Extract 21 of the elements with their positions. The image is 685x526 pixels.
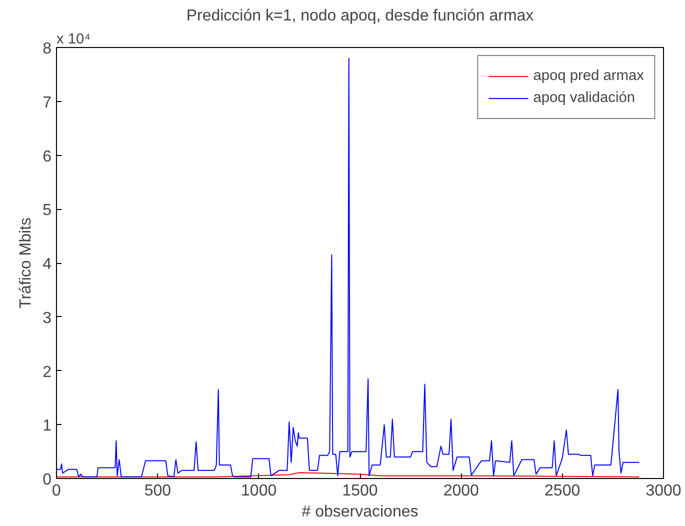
y-tick-label: 8	[42, 40, 52, 58]
y-tick-label: 2	[42, 364, 52, 381]
y-tick-label: 7	[42, 94, 52, 112]
x-axis-title: # observaciones	[302, 504, 418, 520]
y-tick-label: 5	[42, 202, 52, 220]
y-axis-title: Tráfico Mbits	[18, 218, 35, 308]
text: x 10⁴	[56, 32, 90, 48]
x-tick-label: 2000	[443, 482, 480, 500]
y-tick-label: 4	[42, 256, 52, 273]
x-tick-label: 1500	[342, 482, 378, 500]
y-tick-label: 6	[42, 148, 52, 166]
legend-label: apoq pred armax	[533, 68, 644, 84]
y-tick-label: 1	[42, 418, 52, 435]
x-tick-label: 500	[144, 482, 172, 500]
x-tick-label: 3000	[646, 482, 682, 500]
x-tick-label: 1000	[241, 482, 277, 500]
y-tick-label: 3	[42, 310, 52, 327]
chart-title: Predicción k=1, nodo apoq, desde función armax	[186, 8, 534, 24]
legend-label: apoq validación	[533, 90, 636, 106]
y-tick-label: 0	[42, 472, 52, 488]
x-tick-label: 2500	[544, 482, 580, 500]
